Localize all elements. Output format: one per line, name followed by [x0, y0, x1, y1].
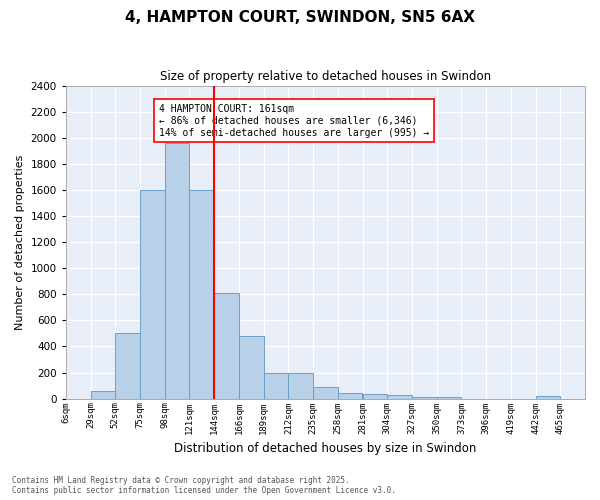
Bar: [536, 396, 560, 398]
Bar: [165, 143, 190, 399]
X-axis label: Distribution of detached houses by size in Swindon: Distribution of detached houses by size …: [174, 442, 476, 455]
Bar: [214, 293, 239, 399]
Bar: [91, 391, 115, 398]
Bar: [387, 396, 412, 398]
Text: Contains HM Land Registry data © Crown copyright and database right 2025.
Contai: Contains HM Land Registry data © Crown c…: [12, 476, 396, 495]
Title: Size of property relative to detached houses in Swindon: Size of property relative to detached ho…: [160, 70, 491, 83]
Bar: [313, 387, 338, 398]
Y-axis label: Number of detached properties: Number of detached properties: [15, 154, 25, 330]
Bar: [263, 372, 289, 398]
Bar: [338, 394, 362, 398]
Bar: [140, 190, 165, 398]
Bar: [362, 394, 387, 398]
Text: 4, HAMPTON COURT, SWINDON, SN5 6AX: 4, HAMPTON COURT, SWINDON, SN5 6AX: [125, 10, 475, 25]
Bar: [239, 336, 263, 398]
Bar: [190, 190, 214, 398]
Text: 4 HAMPTON COURT: 161sqm
← 86% of detached houses are smaller (6,346)
14% of semi: 4 HAMPTON COURT: 161sqm ← 86% of detache…: [159, 104, 430, 138]
Bar: [115, 334, 140, 398]
Bar: [289, 373, 313, 398]
